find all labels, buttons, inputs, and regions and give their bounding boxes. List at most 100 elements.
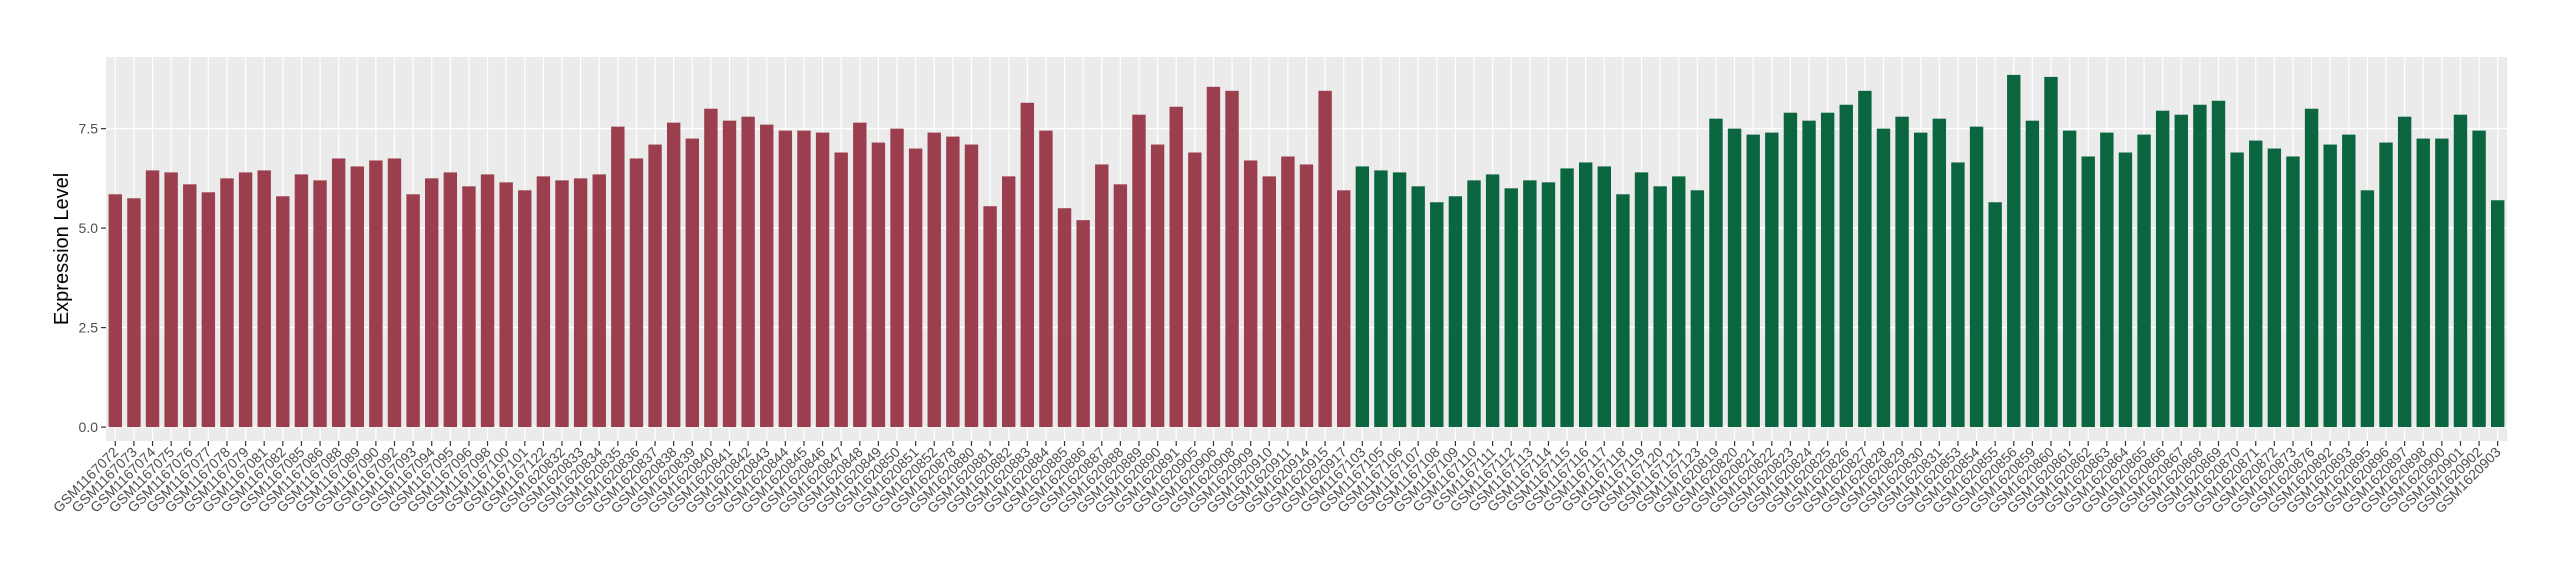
bar [1969,126,1984,428]
bar [164,172,178,428]
bar [722,120,737,428]
bar [1634,172,1649,428]
bar [890,128,904,428]
bar [797,130,811,428]
bar [685,138,699,428]
bar [350,166,364,428]
bar [2081,156,2095,428]
bar [1616,194,1630,428]
bar [536,176,551,428]
bar [834,152,848,428]
bar [2230,152,2244,428]
bar [1039,130,1053,428]
bar [2416,138,2430,428]
bar [1988,202,2002,428]
bar [2193,104,2207,428]
bar [1430,202,1444,428]
bar [1783,112,1798,428]
bar [1690,190,1705,428]
bar [1020,102,1035,428]
bar [425,178,439,428]
y-tick-label: 7.5 [79,121,99,137]
bar [294,174,309,428]
bar [2025,120,2040,428]
bar [1243,160,1258,428]
bar [1355,166,1370,428]
bar [666,122,681,428]
bar [2397,116,2412,428]
bar [331,158,346,428]
bar [1541,182,1556,428]
bar [2155,110,2170,428]
bar [2174,114,2188,428]
bar [238,172,253,428]
bar [1597,166,1611,428]
bar [1318,90,1332,428]
bar [1839,104,1853,428]
bar [1095,164,1109,428]
bar [369,160,383,428]
bar [2249,140,2263,428]
bar [2118,152,2133,428]
bar [629,158,644,428]
bar [1225,90,1239,428]
bar [1337,190,1351,428]
bar [1132,114,1146,428]
bar [127,198,141,428]
bar [518,190,532,428]
bar [1188,152,1202,428]
bar [2435,138,2449,428]
bar [555,180,569,428]
bar [1672,176,1686,428]
bar [1653,186,1667,428]
bar [2323,144,2337,428]
bar [648,144,662,428]
bar [1281,156,1295,428]
bar [462,186,476,428]
bar [1765,132,1779,428]
bar [741,116,755,428]
bar [573,178,588,428]
y-tick-label: 0.0 [79,419,99,435]
bar [443,172,458,428]
bar [871,142,886,428]
bar [1504,188,1518,428]
bar [1485,174,1500,428]
bar [201,192,216,428]
bar [908,148,923,428]
bar [406,194,420,428]
bar [1802,120,1816,428]
bar [387,158,402,428]
bar [2379,142,2393,428]
bar [257,170,271,428]
bar [1299,164,1314,428]
bar [1560,168,1574,428]
bar [108,194,123,428]
bar [1076,220,1090,428]
bar [2304,108,2319,428]
bar [2342,134,2356,428]
bar [220,178,234,428]
bar [1448,196,1463,428]
bar [1820,112,1835,428]
bar [611,126,625,428]
bar [2100,132,2114,428]
bar [2007,74,2021,428]
bar [480,174,495,428]
bar [1113,184,1128,428]
bar [853,122,867,428]
bar [946,136,960,428]
bar [592,174,606,428]
bar [815,132,830,428]
bar [2453,114,2468,428]
bar [1895,116,1909,428]
bar [1858,90,1872,428]
bar [1951,162,1965,428]
bar [1746,134,1760,428]
bar [1262,176,1276,428]
bar [983,206,997,428]
bar [1709,118,1723,428]
bar [964,144,979,428]
bar [2490,200,2505,428]
bar [2137,134,2151,428]
